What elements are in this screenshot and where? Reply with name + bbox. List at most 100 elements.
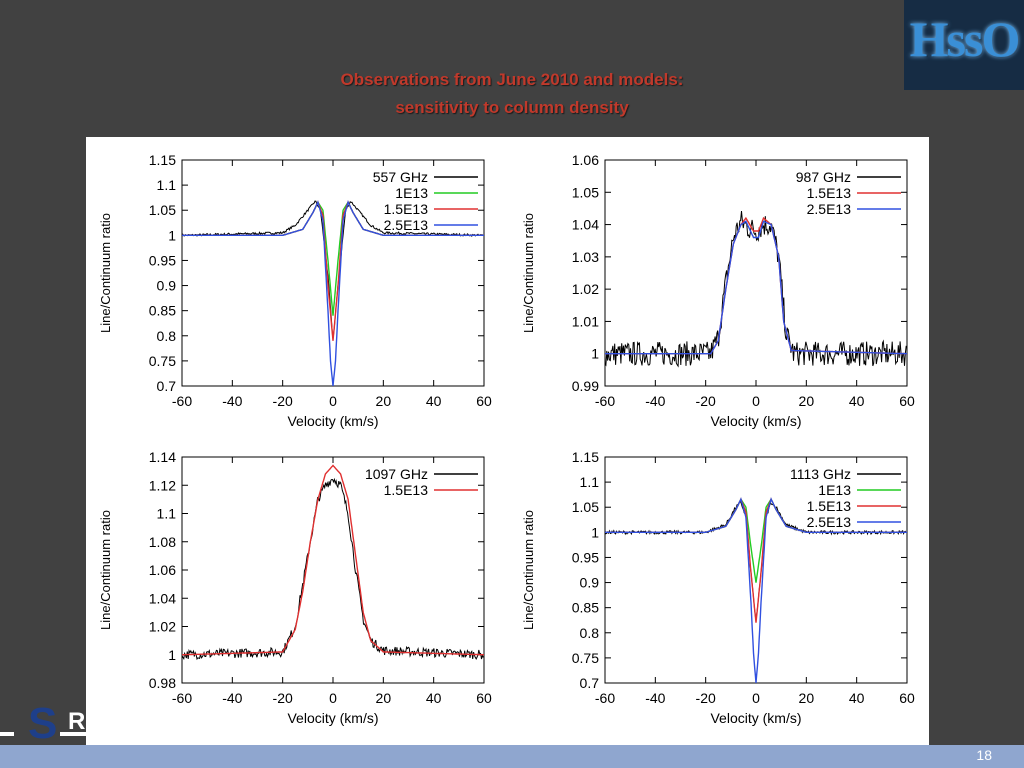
panel-4-series-line-1 — [605, 500, 907, 620]
slide-number: 18 — [976, 747, 992, 763]
slide-title: Observations from June 2010 and models: … — [0, 66, 1024, 122]
panel-2-legend-label-2: 1.5E13 — [807, 185, 852, 201]
panel-3-x-tick-label: 20 — [376, 690, 392, 706]
panel-4-series-line-4 — [605, 497, 907, 683]
panel-4-legend-label-3: 1.5E13 — [807, 498, 852, 514]
panel-1-x-tick-label: -60 — [172, 393, 192, 409]
panel-4-y-tick-label: 0.95 — [572, 549, 599, 565]
panel-2-y-axis-label: Line/Continuum ratio — [521, 213, 536, 333]
panel-3-x-tick-label: 60 — [476, 690, 492, 706]
panel-1-x-tick-label: 60 — [476, 393, 492, 409]
slide-title-line2: sensitivity to column density — [395, 98, 629, 117]
footer-logo-tail: R — [68, 708, 86, 735]
panel-1-y-tick-label: 1 — [168, 227, 176, 243]
panel-1-x-tick-label: 20 — [376, 393, 392, 409]
panel-1-x-tick-label: 40 — [426, 393, 442, 409]
panel-2-x-tick-label: 20 — [799, 393, 815, 409]
panel-1-y-tick-label: 1.05 — [149, 202, 176, 218]
panel-4-x-tick-label: 40 — [849, 690, 865, 706]
panel-3-y-axis-label: Line/Continuum ratio — [98, 510, 113, 630]
panel-3-x-tick-label: -20 — [273, 690, 293, 706]
panel-1-y-tick-label: 0.8 — [157, 328, 177, 344]
panel-3-legend-label-1: 1097 GHz — [365, 466, 428, 482]
panel-2-x-tick-label: -40 — [645, 393, 665, 409]
panel-1-y-tick-label: 0.95 — [149, 252, 176, 268]
panel-4-y-tick-label: 0.85 — [572, 600, 599, 616]
panel-2-y-tick-label: 1 — [591, 346, 599, 362]
panel-2-x-tick-label: 0 — [752, 393, 760, 409]
panel-4-y-tick-label: 0.8 — [580, 625, 600, 641]
panel-1-y-tick-label: 0.9 — [157, 278, 177, 294]
panel-1-series-line-1 — [182, 200, 484, 339]
panel-2-y-tick-label: 1.01 — [572, 313, 599, 329]
hsso-logo: HssO — [904, 0, 1024, 90]
panel-3-x-tick-label: 40 — [426, 690, 442, 706]
panel-3-series-line-2 — [182, 464, 484, 656]
panel-4-series-line-2 — [605, 497, 907, 583]
panel-1-y-tick-label: 1.15 — [149, 152, 176, 168]
panel-2-y-tick-label: 1.03 — [572, 249, 599, 265]
panel-1-y-tick-label: 0.7 — [157, 378, 177, 394]
panel-2-x-tick-label: -20 — [696, 393, 716, 409]
panel-3-y-tick-label: 1.1 — [157, 506, 177, 522]
panel-4-x-tick-label: -20 — [696, 690, 716, 706]
panel-4-legend-label-2: 1E13 — [818, 482, 851, 498]
panel-1-plot-frame — [181, 159, 485, 387]
panel-2-y-tick-label: 1.04 — [572, 217, 599, 233]
panel-1-legend-label-2: 1E13 — [395, 185, 428, 201]
panel-1-legend-label-4: 2.5E13 — [384, 217, 429, 233]
panel-2-y-tick-label: 0.99 — [572, 378, 599, 394]
panel-1-legend-label-3: 1.5E13 — [384, 201, 429, 217]
panel-3-y-tick-label: 1.08 — [149, 534, 176, 550]
panel-3-legend-label-2: 1.5E13 — [384, 482, 429, 498]
panel-1-y-tick-label: 0.85 — [149, 303, 176, 319]
panel-2-y-tick-label: 1.06 — [572, 152, 599, 168]
panel-2-y-tick-label: 1.02 — [572, 281, 599, 297]
panel-3-x-tick-label: -60 — [172, 690, 192, 706]
panel-4-x-tick-label: -60 — [595, 690, 615, 706]
panel-3-series-line-1 — [182, 477, 484, 661]
panel-1-x-tick-label: 0 — [329, 393, 337, 409]
panel-3-y-tick-label: 1.06 — [149, 562, 176, 578]
panel-1-y-axis-label: Line/Continuum ratio — [98, 213, 113, 333]
panel-4-x-tick-label: 0 — [752, 690, 760, 706]
panel-4-y-tick-label: 1.15 — [572, 449, 599, 465]
panel-3-y-tick-label: 1.14 — [149, 449, 176, 465]
panel-4-plot-frame — [604, 456, 908, 684]
panel-2-x-tick-label: 60 — [899, 393, 915, 409]
panel-4-x-tick-label: 20 — [799, 690, 815, 706]
panel-4-y-tick-label: 1 — [591, 524, 599, 540]
panel-2-legend-label-1: 987 GHz — [796, 169, 851, 185]
panel-3-y-tick-label: 1.12 — [149, 477, 176, 493]
panel-1-x-tick-label: -40 — [222, 393, 242, 409]
panel-3-x-tick-label: -40 — [222, 690, 242, 706]
footer-bar: 18 — [0, 745, 1024, 768]
slide-title-line1: Observations from June 2010 and models: — [340, 70, 684, 89]
footer-accent-right — [60, 732, 86, 736]
panel-2-x-axis-label: Velocity (km/s) — [710, 413, 801, 429]
panel-1-legend-label-1: 557 GHz — [373, 169, 428, 185]
panel-4-legend-label-1: 1113 GHz — [790, 466, 851, 482]
panel-2-legend-label-3: 2.5E13 — [807, 201, 852, 217]
panel-2-x-tick-label: 40 — [849, 393, 865, 409]
panel-1-series-line-2 — [182, 200, 484, 316]
panel-4-y-axis-label: Line/Continuum ratio — [521, 510, 536, 630]
panel-1-y-tick-label: 1.1 — [157, 177, 177, 193]
panel-2-series-line-3 — [605, 220, 907, 355]
panel-4-y-tick-label: 0.7 — [580, 675, 600, 691]
panel-3-y-tick-label: 1 — [168, 647, 176, 663]
panel-3-y-tick-label: 1.04 — [149, 590, 176, 606]
panel-3-x-axis-label: Velocity (km/s) — [287, 710, 378, 726]
panel-3-x-tick-label: 0 — [329, 690, 337, 706]
spectra-figure-svg: -60 -40 -20 0 20 40 60 0.7 0.75 0.8 0.85 0.9 0.95 1 1.… — [98, 152, 915, 726]
panel-1-series-line-4 — [182, 200, 484, 386]
spectra-figure: -60 -40 -20 0 20 40 60 0.7 0.75 0.8 0.85 0.9 0.95 1 1.… — [86, 137, 929, 745]
panel-2-y-tick-label: 1.05 — [572, 184, 599, 200]
panel-4-y-tick-label: 0.75 — [572, 650, 599, 666]
panel-4-x-axis-label: Velocity (km/s) — [710, 710, 801, 726]
panel-3-y-tick-label: 0.98 — [149, 675, 176, 691]
panel-2-series-line-1 — [605, 210, 907, 368]
panel-1-series-line-3 — [182, 200, 484, 341]
panel-4-series-line-3 — [605, 497, 907, 623]
panel-3-plot-frame — [181, 456, 485, 684]
